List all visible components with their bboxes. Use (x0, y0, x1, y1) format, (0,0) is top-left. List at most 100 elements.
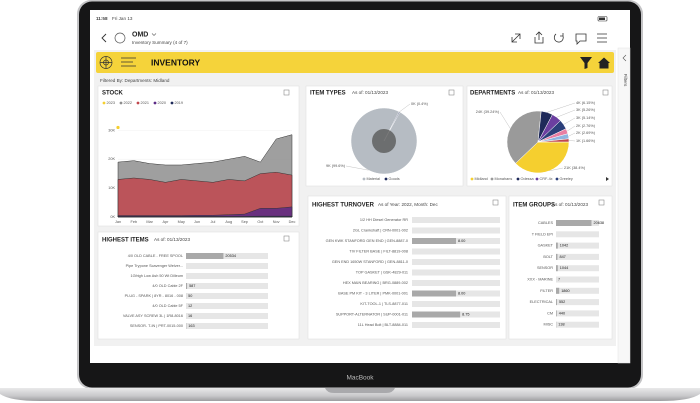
bar-track (556, 276, 599, 283)
legend-marker (136, 101, 140, 105)
x-tick-label: Dec (289, 220, 296, 224)
refresh-button[interactable] (553, 33, 564, 43)
bar-track (186, 293, 268, 299)
leader-line (546, 102, 576, 113)
bar-label: VALVE ASY SCREW 3L | 1R8-8016 (123, 314, 183, 318)
header-title: INVENTORY (151, 57, 200, 67)
app-icon (114, 32, 126, 44)
expand-icon[interactable] (598, 199, 605, 206)
leader-line (499, 111, 511, 129)
expand-icon[interactable] (283, 89, 290, 96)
slice-label: 9K (99.6%) (326, 164, 346, 168)
legend-label: 2019 (175, 101, 183, 105)
leader-line (563, 117, 576, 125)
laptop-label: MacBook (346, 375, 374, 382)
bar (412, 290, 456, 297)
bar-value: 20534 (225, 254, 236, 258)
slice-label: 3K (5.14%) (576, 116, 596, 120)
toolbar-title[interactable]: OMD (132, 31, 148, 38)
bar-value: 7 (558, 278, 560, 282)
x-tick-label: Mar (146, 220, 153, 224)
share-button[interactable] (534, 31, 544, 44)
bar-track (556, 242, 599, 249)
bar (556, 299, 557, 306)
bar (556, 242, 558, 249)
bar-track (186, 303, 268, 309)
x-tick-label: Aug (225, 220, 232, 224)
bar-label: 11L Head Bolt | BLT-8884-011 (358, 323, 408, 327)
header-menu[interactable] (121, 57, 136, 67)
bar-track (556, 287, 599, 294)
menu-button[interactable] (597, 33, 607, 43)
legend-marker (170, 101, 174, 105)
leader-line (345, 165, 369, 171)
bar-track (412, 322, 500, 328)
bar (412, 238, 456, 244)
battery-icon (597, 16, 608, 22)
comment-button[interactable] (575, 33, 587, 45)
battery-level (599, 17, 605, 20)
expand-icon[interactable] (602, 89, 609, 96)
x-tick-label: Nov (273, 220, 280, 224)
filter-text: Filtered By: Departments: Midland (100, 78, 170, 83)
slice-label: 24K (39.24%) (476, 110, 500, 114)
filters-toggle[interactable] (622, 54, 627, 62)
expand-icon[interactable] (492, 199, 499, 206)
highest-items-as-of: As of: 01/13/2023 (154, 237, 190, 242)
bar-track (412, 280, 500, 286)
bar-track (556, 299, 599, 306)
footer-space (94, 346, 616, 363)
legend-next[interactable] (606, 177, 609, 181)
expand-icon[interactable] (448, 89, 455, 96)
bar-label: ELECTRICAL (530, 300, 553, 304)
bar-value: 1044 (560, 266, 568, 270)
leader-line (549, 167, 564, 171)
legend-marker (153, 101, 157, 105)
filters-pane[interactable] (617, 47, 631, 364)
legend-marker (490, 177, 494, 181)
item-types-title: ITEM TYPES (310, 91, 346, 97)
bar-value: 587 (189, 284, 195, 288)
bar-value: 440 (559, 311, 565, 315)
pie-center (372, 129, 396, 153)
bar-label: 2GL Crankshaft | CRN-0001-002 (353, 229, 408, 233)
expand-button[interactable] (511, 33, 521, 43)
bar-label: TOP GASKET | GSK-4829-011 (356, 271, 408, 275)
bar-label: 1/2 HH Diesel Generator RR (360, 218, 408, 222)
title-chevron[interactable] (151, 33, 157, 36)
bar-value: 138 (558, 323, 564, 327)
bar-value: 8.00 (458, 239, 465, 243)
bar-track (412, 301, 500, 307)
leader-line (556, 109, 576, 118)
panel-expand-icons (283, 89, 609, 242)
bar (556, 287, 560, 294)
bar-label: BOLT (543, 255, 553, 259)
y-tick-label: 30K (108, 128, 115, 132)
item-types-as-of: As of: 01/13/2023 (352, 90, 388, 95)
leader-line (399, 103, 411, 112)
bar-label: BASE PM KIT - 3 LITER | PMK-0001-001 (338, 292, 408, 296)
bar-label: CM (547, 311, 553, 315)
bar-track (186, 253, 268, 259)
x-tick-label: Sep (241, 220, 248, 224)
bar-track (556, 321, 599, 328)
bar-label: XXX - MARINE (527, 278, 553, 282)
home-icon[interactable] (598, 57, 610, 69)
bar-label: Pipe Trypone Scavenger Welver... (126, 264, 183, 268)
bar (186, 253, 224, 259)
bar-label: 1Gfrigh Low Ash 50 Wt Dilleum (130, 274, 183, 278)
filter-icon[interactable] (580, 57, 592, 69)
bar-value: 12 (188, 304, 192, 308)
slice-label: 3K (5.26%) (576, 108, 596, 112)
expand-icon[interactable] (283, 235, 290, 242)
bar-label: MISC (544, 323, 554, 327)
legend-label: 2021 (141, 101, 149, 105)
back-button[interactable] (101, 33, 107, 43)
bar-track (412, 259, 500, 265)
filters-label[interactable]: Filters (623, 74, 628, 87)
bar-track (412, 227, 500, 234)
bar-track (186, 323, 268, 329)
legend-label: Midland (475, 177, 488, 181)
bar-label: PLUG - SPARK | 8YR - 8016 - 008 (125, 294, 183, 298)
bar (412, 311, 461, 318)
